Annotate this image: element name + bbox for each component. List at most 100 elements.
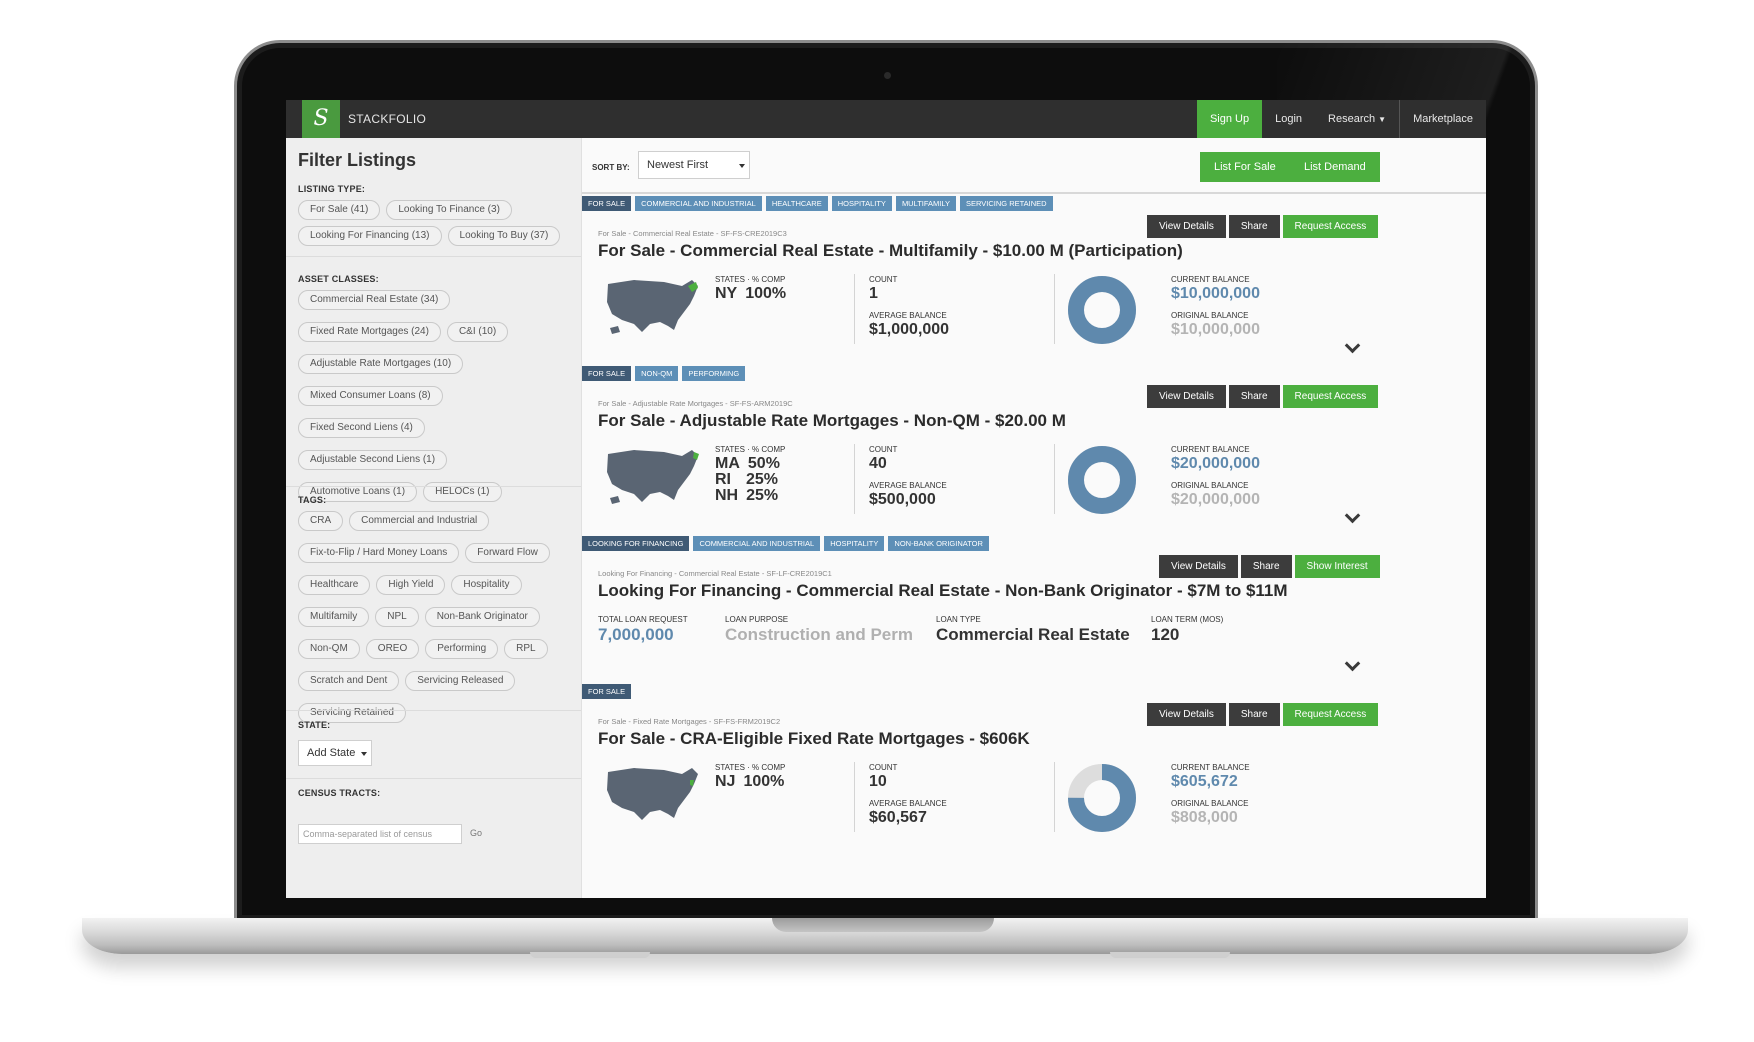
filter-chip[interactable]: CRA [298, 511, 344, 531]
filter-chip[interactable]: C&I (10) [446, 322, 509, 342]
state-code: NJ [715, 773, 736, 790]
listing-subtitle: For Sale - Commercial Real Estate - SF-F… [598, 229, 787, 238]
sort-select[interactable]: Newest First [638, 151, 750, 179]
sort-value: Newest First [647, 159, 709, 171]
signup-button[interactable]: Sign Up [1196, 100, 1263, 138]
count-value: 40 [869, 455, 887, 472]
request-access-button[interactable]: Request Access [1282, 385, 1379, 408]
listing-card: LOOKING FOR FINANCING COMMERCIAL AND IND… [582, 536, 1486, 686]
share-button[interactable]: Share [1228, 703, 1280, 726]
listings-panel: SORT BY: Newest First List For Sale List… [582, 138, 1486, 898]
list-for-sale-button[interactable]: List For Sale [1200, 152, 1290, 182]
filter-chip[interactable]: Fixed Rate Mortgages (24) [298, 322, 441, 342]
filter-chip[interactable]: High Yield [376, 575, 446, 595]
request-access-button[interactable]: Request Access [1282, 703, 1379, 726]
login-link[interactable]: Login [1275, 113, 1303, 125]
listing-title[interactable]: For Sale - CRA-Eligible Fixed Rate Mortg… [598, 729, 1030, 748]
filter-chip[interactable]: Fix-to-Flip / Hard Money Loans [298, 543, 460, 563]
filter-chip[interactable]: RPL [504, 639, 548, 659]
filter-title: Filter Listings [298, 150, 417, 170]
share-button[interactable]: Share [1228, 385, 1280, 408]
census-tracts-input[interactable]: Comma-separated list of census [298, 824, 462, 844]
nav-links: Sign Up Login Research ▼ Marketplace [1196, 100, 1486, 138]
show-interest-button[interactable]: Show Interest [1294, 555, 1380, 578]
divider [286, 778, 581, 779]
request-access-button[interactable]: Request Access [1282, 215, 1379, 238]
filter-chip[interactable]: For Sale (41) [298, 200, 381, 220]
states-list: MA 50% RI 25% NH 25% [715, 456, 780, 504]
filter-chip[interactable]: Servicing Retained [298, 703, 406, 723]
loan-type-label: LOAN TYPE [936, 615, 981, 624]
filter-chip[interactable]: Adjustable Rate Mortgages (10) [298, 354, 464, 374]
listing-card: FOR SALE View Details Share Request Acce… [582, 684, 1486, 898]
filter-chip[interactable]: Looking To Finance (3) [386, 200, 512, 220]
listing-subtitle: For Sale - Adjustable Rate Mortgages - S… [598, 399, 793, 408]
filter-chip[interactable]: Automotive Loans (1) [298, 482, 418, 502]
us-map-icon [607, 768, 698, 820]
balance-donut-chart [1068, 764, 1136, 832]
share-button[interactable]: Share [1228, 215, 1280, 238]
expand-chevron-icon[interactable] [1344, 337, 1361, 354]
view-details-button[interactable]: View Details [1147, 215, 1226, 238]
filter-chip[interactable]: Mixed Consumer Loans (8) [298, 386, 443, 406]
original-balance-value: $20,000,000 [1171, 491, 1260, 508]
filter-chip[interactable]: Forward Flow [465, 543, 550, 563]
filter-chip[interactable]: Commercial and Industrial [349, 511, 490, 531]
state-code: RI [715, 471, 731, 488]
filter-chip[interactable]: Multifamily [298, 607, 370, 627]
filter-chip[interactable]: Looking For Financing (13) [298, 226, 442, 246]
listing-title[interactable]: For Sale - Adjustable Rate Mortgages - N… [598, 411, 1066, 430]
view-details-button[interactable]: View Details [1159, 555, 1238, 578]
marketplace-link[interactable]: Marketplace [1399, 100, 1486, 138]
listing-card: FOR SALE NON-QM PERFORMING View Details … [582, 366, 1486, 538]
listing-title[interactable]: Looking For Financing - Commercial Real … [598, 581, 1288, 600]
avg-balance-label: AVERAGE BALANCE [869, 311, 947, 320]
count-label: COUNT [869, 763, 898, 772]
filter-chip[interactable]: Adjustable Second Liens (1) [298, 450, 448, 470]
share-button[interactable]: Share [1240, 555, 1292, 578]
research-menu[interactable]: Research ▼ [1315, 100, 1399, 138]
listing-title[interactable]: For Sale - Commercial Real Estate - Mult… [598, 241, 1183, 260]
donut-current-segment [1068, 276, 1136, 344]
filter-chip[interactable]: Healthcare [298, 575, 371, 595]
brand-name[interactable]: STACKFOLIO [348, 112, 427, 126]
state-label: STATE: [298, 720, 331, 730]
divider [286, 486, 581, 487]
listing-tags: LOOKING FOR FINANCING COMMERCIAL AND IND… [582, 536, 989, 551]
avg-balance-value: $500,000 [869, 491, 936, 508]
filter-chip[interactable]: Performing [425, 639, 499, 659]
state-code: MA [715, 455, 740, 472]
filter-chip[interactable]: Hospitality [451, 575, 522, 595]
filter-chip[interactable]: Commercial Real Estate (34) [298, 290, 451, 310]
states-label: STATES · % COMP [715, 275, 786, 284]
us-map-icon [607, 450, 699, 504]
chevron-down-icon: ▼ [1378, 115, 1387, 124]
list-demand-button[interactable]: List Demand [1290, 152, 1380, 182]
tag: HOSPITALITY [824, 536, 885, 551]
filter-chip[interactable]: Servicing Released [405, 671, 516, 691]
avg-balance-label: AVERAGE BALANCE [869, 481, 947, 490]
filter-chip[interactable]: OREO [365, 639, 420, 659]
listing-actions: View Details Share Show Interest [1159, 555, 1380, 578]
filter-chip[interactable]: Scratch and Dent [298, 671, 400, 691]
filter-chip[interactable]: Fixed Second Liens (4) [298, 418, 425, 438]
census-go-button[interactable]: Go [470, 828, 483, 838]
balance-donut-chart [1068, 276, 1136, 344]
state-row: MA 50% [715, 456, 780, 472]
listing-tags: FOR SALE NON-QM PERFORMING [582, 366, 746, 381]
tag: FOR SALE [582, 366, 632, 381]
filter-chip[interactable]: Looking To Buy (37) [447, 226, 561, 246]
state-pct: 50% [747, 455, 780, 472]
state-select[interactable]: Add State [298, 740, 372, 766]
expand-chevron-icon[interactable] [1344, 655, 1361, 672]
filter-chip[interactable]: NPL [375, 607, 419, 627]
current-balance-label: CURRENT BALANCE [1171, 445, 1250, 454]
filter-chip[interactable]: Non-QM [298, 639, 360, 659]
state-code: NH [715, 487, 739, 504]
filter-chip[interactable]: Non-Bank Originator [424, 607, 540, 627]
filter-chip[interactable]: HELOCs (1) [423, 482, 502, 502]
view-details-button[interactable]: View Details [1147, 703, 1226, 726]
view-details-button[interactable]: View Details [1147, 385, 1226, 408]
expand-chevron-icon[interactable] [1344, 507, 1361, 524]
stackfolio-logo[interactable]: S [302, 100, 340, 138]
